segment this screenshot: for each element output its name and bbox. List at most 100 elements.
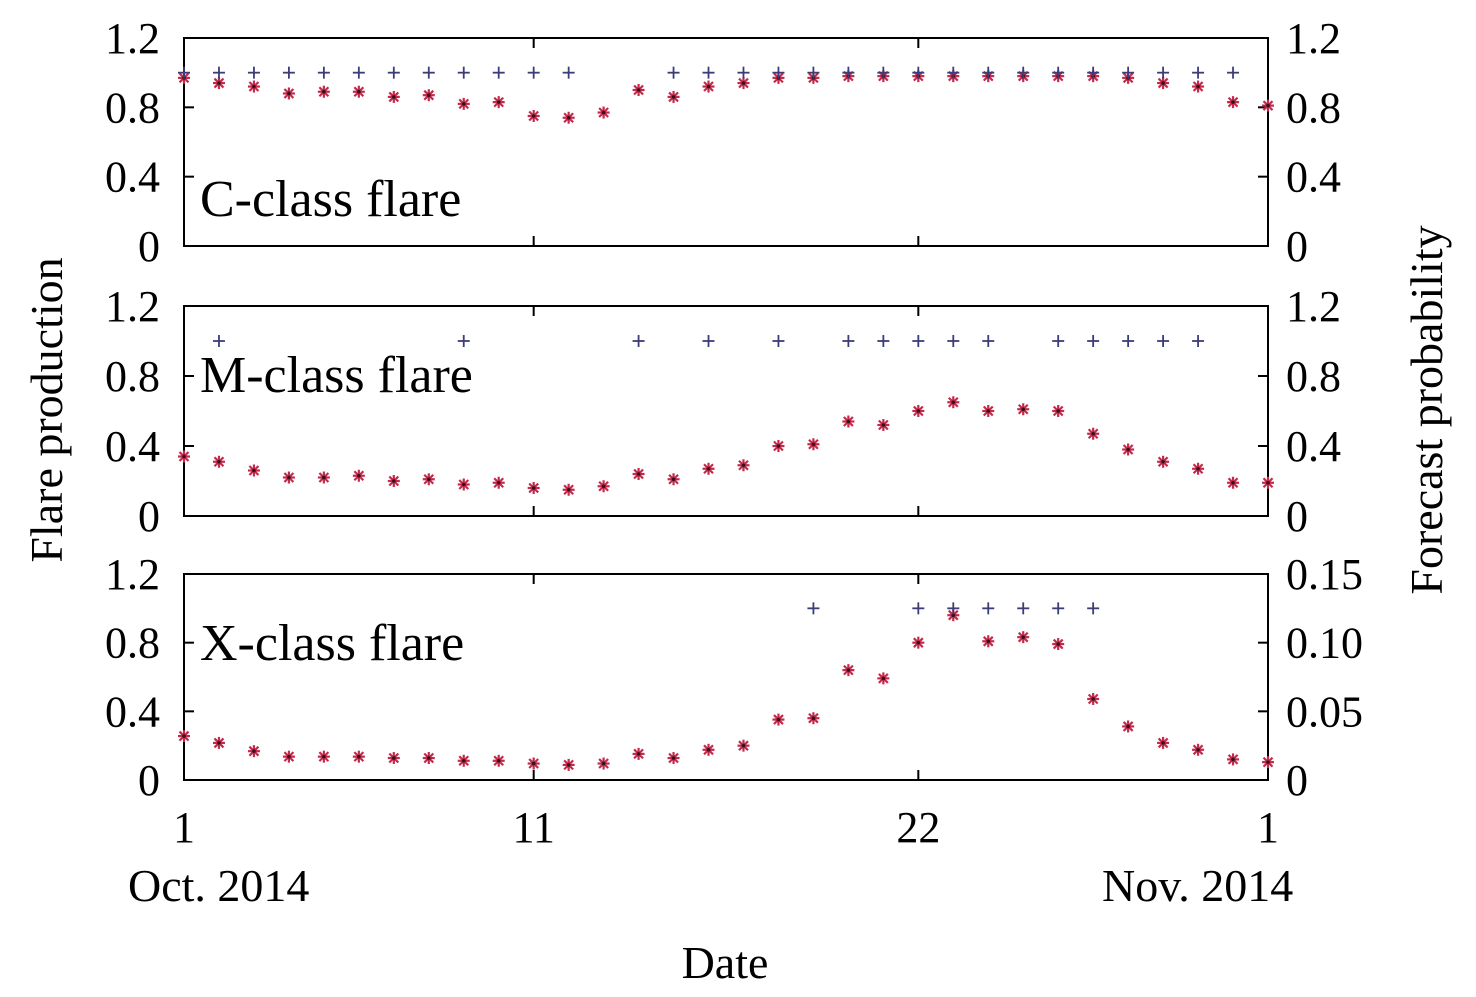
production-point — [178, 66, 190, 79]
forecast-point — [1017, 403, 1030, 416]
production-point — [317, 66, 330, 79]
production-point — [457, 335, 470, 347]
forecast-point — [492, 754, 505, 767]
forecast-point — [737, 739, 750, 752]
forecast-point — [247, 464, 260, 477]
forecast-point — [1192, 743, 1205, 756]
production-point — [422, 66, 435, 79]
forecast-point — [597, 480, 610, 493]
production-point — [632, 335, 645, 347]
forecast-point — [422, 752, 435, 765]
left-tick-label: 1.2 — [105, 282, 160, 331]
forecast-point — [527, 757, 540, 770]
right-tick-label: 0.8 — [1286, 83, 1341, 132]
x-tick-label: 22 — [896, 803, 940, 852]
left-tick-label: 0.8 — [105, 352, 160, 401]
y-axis-title-right: Forecast probability — [1401, 225, 1452, 594]
right-tick-label: 0.4 — [1286, 153, 1341, 202]
production-point — [1192, 66, 1205, 79]
panel-frame — [183, 37, 1269, 247]
forecast-point — [632, 468, 645, 480]
forecast-point — [772, 713, 785, 726]
production-point — [912, 66, 925, 79]
forecast-point — [387, 90, 400, 103]
right-tick-label: 1.2 — [1286, 14, 1341, 63]
left-tick-label: 1.2 — [105, 550, 160, 599]
production-point — [982, 602, 995, 615]
production-point — [1087, 335, 1100, 347]
forecast-point — [1192, 80, 1205, 93]
left-tick-label: 0.4 — [105, 687, 160, 736]
forecast-point — [737, 459, 750, 472]
forecast-point — [702, 743, 715, 756]
right-tick-label: 0.05 — [1286, 687, 1363, 736]
forecast-point — [1052, 638, 1065, 651]
production-point — [562, 66, 575, 79]
forecast-point — [667, 473, 680, 486]
production-point — [492, 66, 505, 79]
forecast-point — [457, 97, 470, 110]
left-tick-label: 0.4 — [105, 153, 160, 202]
production-point — [1192, 335, 1205, 347]
forecast-point — [387, 475, 400, 487]
forecast-point — [352, 750, 365, 763]
forecast-point — [597, 106, 610, 119]
right-tick-label: 0.15 — [1286, 550, 1363, 599]
left-tick-label: 0 — [138, 222, 160, 271]
production-point — [912, 335, 925, 347]
x-date-label: Nov. 2014 — [1102, 860, 1293, 911]
forecast-point — [807, 712, 820, 725]
x-tick-label: 1 — [1257, 803, 1279, 852]
forecast-point — [492, 476, 505, 489]
forecast-point — [1262, 756, 1274, 769]
production-point — [1157, 66, 1170, 79]
forecast-point — [1227, 753, 1240, 766]
forecast-point — [212, 736, 225, 749]
panel-2: 0 0.4 0.8 1.2 0 0.4 0.8 1.2 M-class flare — [105, 282, 1341, 541]
right-tick-label: 0.4 — [1286, 422, 1341, 471]
forecast-point — [212, 77, 225, 90]
forecast-point — [282, 750, 295, 763]
forecast-point — [982, 405, 995, 417]
forecast-point — [1052, 405, 1065, 417]
right-tick-label: 0 — [1286, 756, 1308, 805]
forecast-point — [982, 635, 995, 648]
production-point — [1052, 335, 1065, 347]
forecast-point — [422, 89, 435, 102]
production-point — [212, 335, 225, 347]
production-point — [807, 66, 820, 79]
forecast-point — [527, 482, 540, 494]
forecast-point — [1017, 631, 1030, 644]
production-point — [457, 66, 470, 79]
production-point — [667, 66, 680, 79]
forecast-point — [282, 471, 295, 484]
production-point — [1157, 335, 1170, 347]
forecast-point — [457, 754, 470, 767]
right-tick-label: 0.8 — [1286, 352, 1341, 401]
production-point — [1087, 66, 1100, 79]
production-point — [807, 602, 820, 615]
production-point — [1227, 66, 1240, 79]
forecast-point — [667, 752, 680, 765]
x-tick-label: 11 — [512, 803, 554, 852]
forecast-point — [912, 636, 925, 649]
left-tick-label: 0.8 — [105, 619, 160, 668]
production-point — [702, 66, 715, 79]
forecast-point — [877, 672, 890, 685]
production-point — [947, 335, 960, 347]
panel-label: X-class flare — [200, 615, 464, 672]
production-point — [387, 66, 400, 79]
forecast-point — [317, 471, 330, 484]
forecast-point — [1087, 692, 1100, 705]
y-axis-title-left: Flare production — [21, 257, 72, 562]
production-point — [1122, 335, 1135, 347]
production-point — [947, 602, 960, 615]
left-tick-label: 0.8 — [105, 83, 160, 132]
production-point — [1087, 602, 1100, 615]
forecast-point — [387, 752, 400, 765]
panel-frame — [183, 305, 1269, 517]
forecast-point — [667, 90, 680, 103]
production-point — [982, 66, 995, 79]
production-point — [842, 66, 855, 79]
